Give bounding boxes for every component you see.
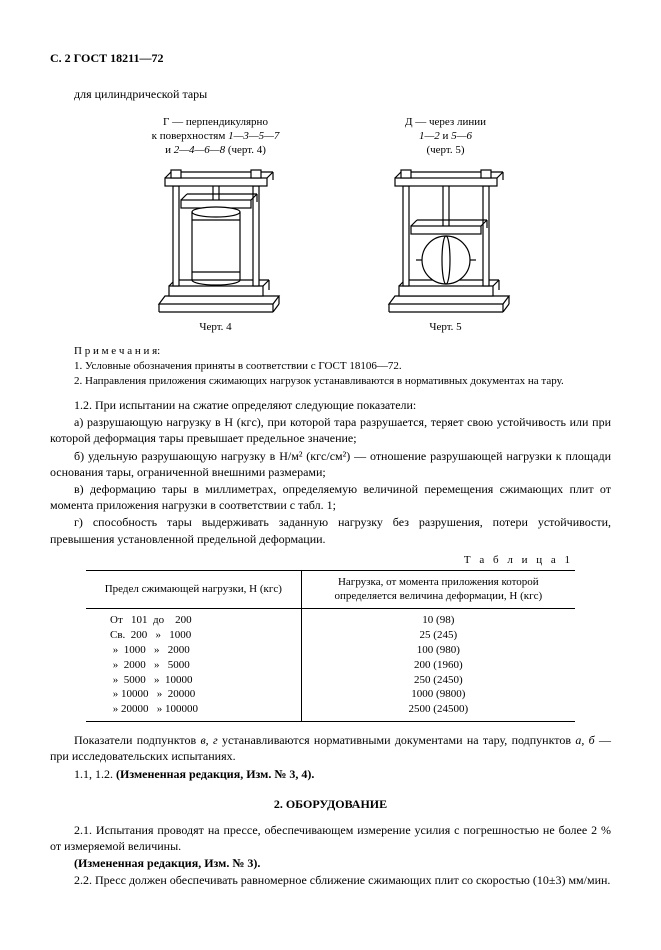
para-b: б) удельную разрушающую нагрузку в Н/м² … bbox=[50, 448, 611, 480]
table-row: » 20000 » 1000002500 (24500) bbox=[86, 702, 575, 721]
value-cell: 25 (245) bbox=[301, 628, 575, 643]
section-2-heading: 2. ОБОРУДОВАНИЕ bbox=[50, 796, 611, 812]
after-table-1: Показатели подпунктов в, г устанавливают… bbox=[50, 732, 611, 764]
range-cell: Св. 200 » 1000 bbox=[86, 628, 301, 643]
para-d: г) способность тары выдерживать заданную… bbox=[50, 514, 611, 546]
value-cell: 200 (1960) bbox=[301, 658, 575, 673]
figure-d: Д — через линии1—2 и 5—6(черт. 5) bbox=[361, 116, 531, 334]
para-2-1: 2.1. Испытания проводят на прессе, обесп… bbox=[50, 822, 611, 854]
value-cell: 250 (2450) bbox=[301, 673, 575, 688]
figure-d-svg bbox=[381, 164, 511, 314]
value-cell: 1000 (9800) bbox=[301, 687, 575, 702]
table-row: Св. 200 » 100025 (245) bbox=[86, 628, 575, 643]
table-header-1: Предел сжимающей нагрузки, Н (кгс) bbox=[86, 570, 301, 609]
table-1: Предел сжимающей нагрузки, Н (кгс) Нагру… bbox=[86, 570, 575, 723]
para-2-1b: (Измененная редакция, Изм. № 3). bbox=[50, 855, 611, 871]
range-cell: » 2000 » 5000 bbox=[86, 658, 301, 673]
value-cell: 2500 (24500) bbox=[301, 702, 575, 721]
figures-row: Г — перпендикулярнок поверхностям 1—3—5—… bbox=[50, 116, 611, 334]
table-row: » 1000 » 2000100 (980) bbox=[86, 643, 575, 658]
table-row: » 2000 » 5000200 (1960) bbox=[86, 658, 575, 673]
value-cell: 100 (980) bbox=[301, 643, 575, 658]
figure-g-svg bbox=[151, 164, 281, 314]
figure-g: Г — перпендикулярнок поверхностям 1—3—5—… bbox=[131, 116, 301, 334]
para-1-2: 1.2. При испытании на сжатие определяют … bbox=[50, 397, 611, 413]
range-cell: От 101 до 200 bbox=[86, 609, 301, 628]
figure-g-title: Г — перпендикулярнок поверхностям 1—3—5—… bbox=[152, 116, 280, 157]
table-row: От 101 до 20010 (98) bbox=[86, 609, 575, 628]
notes-head: П р и м е ч а н и я: bbox=[50, 344, 611, 359]
range-cell: » 5000 » 10000 bbox=[86, 673, 301, 688]
para-2-2: 2.2. Пресс должен обеспечивать равномерн… bbox=[50, 872, 611, 888]
range-cell: » 1000 » 2000 bbox=[86, 643, 301, 658]
figure-d-title: Д — через линии1—2 и 5—6(черт. 5) bbox=[405, 116, 486, 157]
range-cell: » 20000 » 100000 bbox=[86, 702, 301, 721]
note-1: 1. Условные обозначения приняты в соотве… bbox=[50, 359, 611, 374]
page-header: С. 2 ГОСТ 18211—72 bbox=[50, 50, 611, 66]
after-table-2: 1.1, 1.2. (Измененная редакция, Изм. № 3… bbox=[50, 766, 611, 782]
para-c: в) деформацию тары в миллиметрах, опреде… bbox=[50, 481, 611, 513]
value-cell: 10 (98) bbox=[301, 609, 575, 628]
intro-line: для цилиндрической тары bbox=[50, 86, 611, 102]
figure-g-caption: Черт. 4 bbox=[199, 320, 231, 335]
range-cell: » 10000 » 20000 bbox=[86, 687, 301, 702]
note-2: 2. Направления приложения сжимающих нагр… bbox=[50, 374, 611, 389]
figure-d-caption: Черт. 5 bbox=[429, 320, 461, 335]
table-label: Т а б л и ц а 1 bbox=[50, 553, 573, 568]
table-header-2: Нагрузка, от момента приложения которой … bbox=[301, 570, 575, 609]
table-row: » 10000 » 200001000 (9800) bbox=[86, 687, 575, 702]
notes-block: П р и м е ч а н и я: 1. Условные обознач… bbox=[50, 344, 611, 389]
table-row: » 5000 » 10000250 (2450) bbox=[86, 673, 575, 688]
para-a: а) разрушающую нагрузку в Н (кгс), при к… bbox=[50, 414, 611, 446]
